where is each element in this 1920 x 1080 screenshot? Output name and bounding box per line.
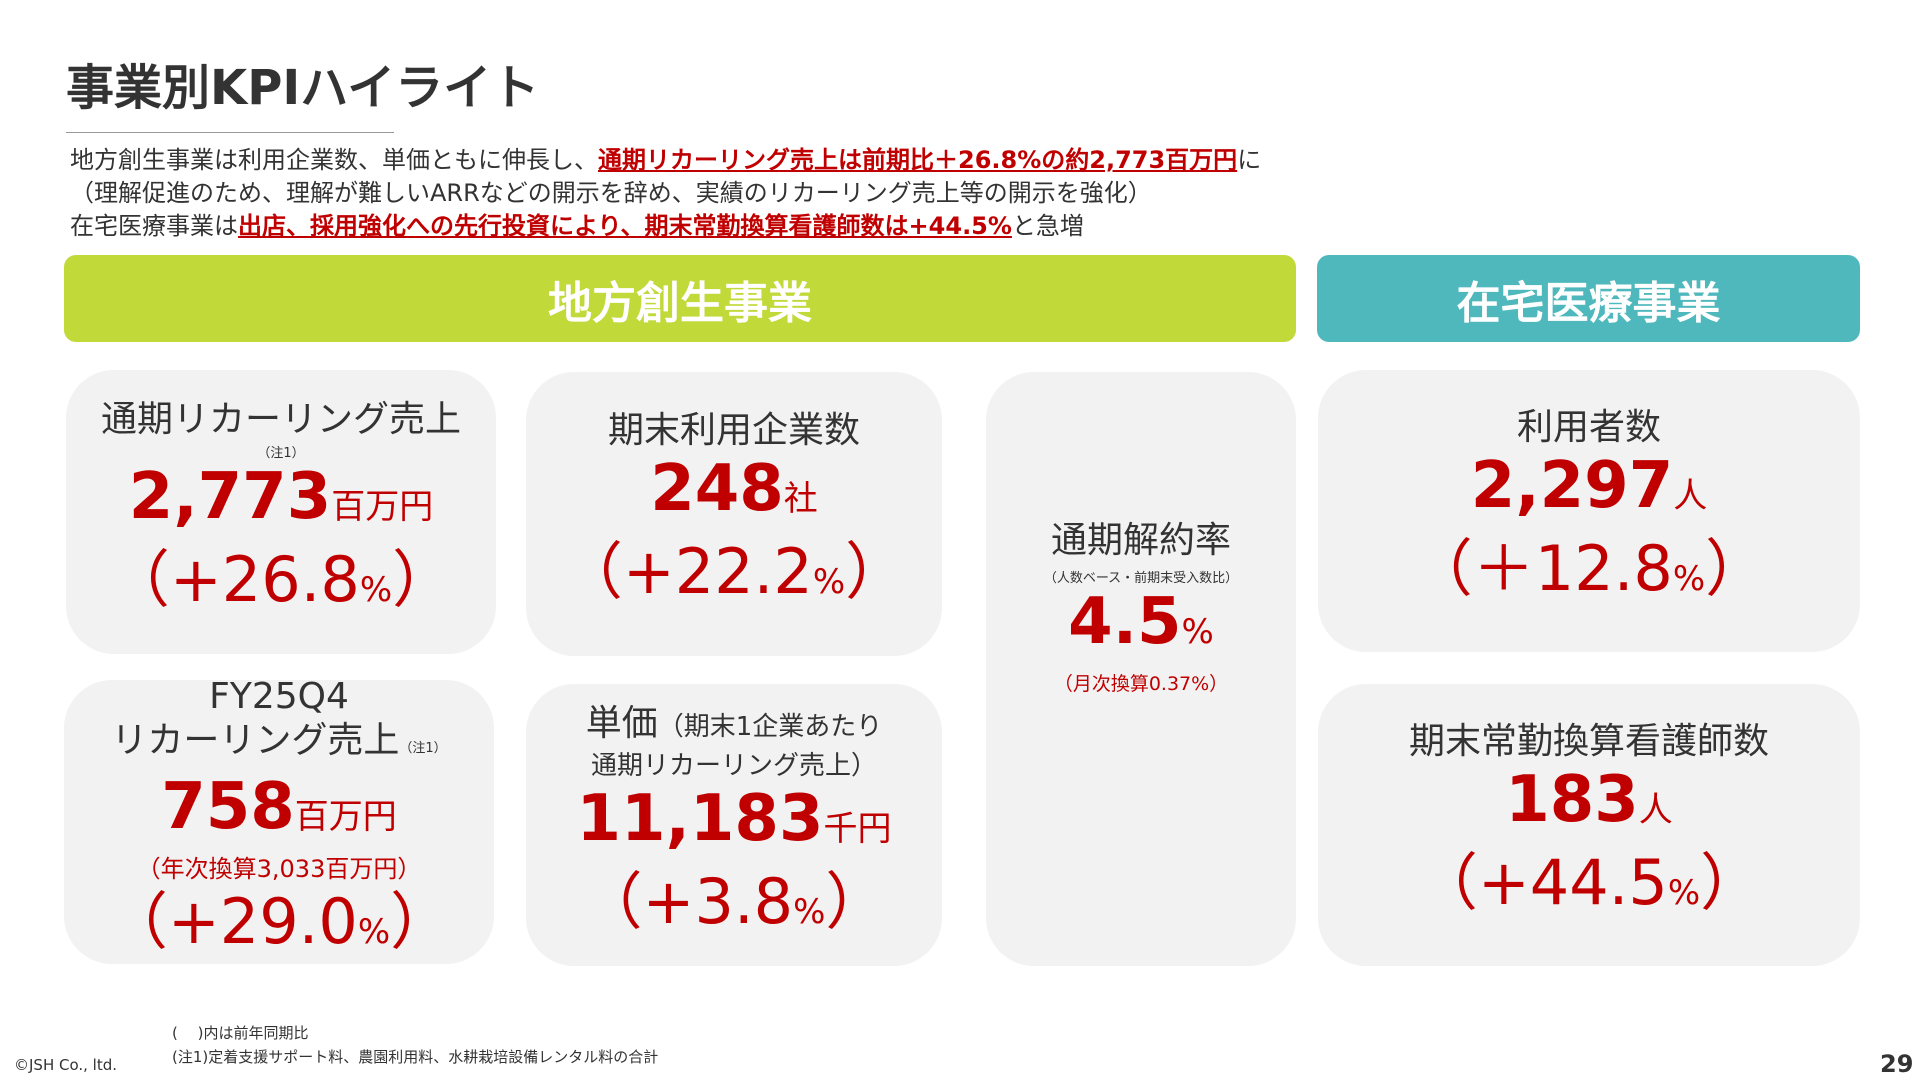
footnote-note1: (注1)定着支援サポート料、農園利用料、水耕栽培設備レンタル料の合計 [172,1048,659,1066]
kpi-card-churn: 通期解約率 （人数ベース・前期末受入数比） 4.5% （月次換算0.37%） [986,372,1296,966]
kpi-label: 通期リカーリング売上 [100,398,461,440]
kpi-change-close: ） [825,864,888,938]
kpi-change-value: （+22.2 [560,535,813,608]
kpi-unit: 人 [1673,476,1708,516]
kpi-value: 4.5% [1068,586,1214,668]
kpi-note: （人数ベース・前期末受入数比） [1043,570,1239,586]
kpi-change-value: （＋12.8 [1410,532,1673,605]
summary-line-3: 在宅医療事業は出店、採用強化への先行投資により、期末常勤換算看護師数は+44.5… [70,210,1261,243]
kpi-label: 通期解約率 [1050,519,1231,561]
kpi-change-close: ） [845,535,908,608]
kpi-value: 11,183千円 [577,783,892,865]
kpi-change-value: （+3.8 [580,864,794,938]
kpi-unit: % [1181,611,1214,652]
kpi-label-detail-2: 通期リカーリング売上） [590,750,877,781]
kpi-value: 2,773百万円 [129,461,433,543]
summary-line-1-highlight: 通期リカーリング売上は前期比＋26.8%の約2,773百万円 [598,146,1238,174]
summary-line-1-tail: に [1237,146,1262,174]
kpi-label: 単価（期末1企業あたり [586,702,883,749]
kpi-monthly: （月次換算0.37%） [1053,672,1229,695]
kpi-change-close: ） [1700,846,1763,919]
kpi-change-value: （+44.5 [1415,846,1668,919]
kpi-annualized: （年次換算3,033百万円） [136,855,422,883]
kpi-card-q4-recurring: FY25Q4 リカーリング売上（注1） 758百万円 （年次換算3,033百万円… [64,676,494,964]
kpi-change: （+44.5%） [1416,846,1762,930]
kpi-label-detail: （期末1企業あたり [657,711,883,742]
kpi-unit: 百万円 [331,486,434,527]
kpi-value-number: 758 [161,770,295,844]
copyright: ©JSH Co., ltd. [14,1056,118,1074]
kpi-value-number: 2,297 [1470,449,1674,523]
summary-line-1: 地方創生事業は利用企業数、単価ともに伸長し、通期リカーリング売上は前期比＋26.… [70,144,1261,177]
kpi-label: 期末常勤換算看護師数 [1408,721,1769,762]
kpi-unit: 千円 [823,808,892,849]
summary-line-3-tail: と急増 [1011,212,1084,240]
kpi-change: （+22.2%） [561,535,907,619]
kpi-card-unit-price: 単価（期末1企業あたり 通期リカーリング売上） 11,183千円 （+3.8%） [526,684,942,966]
kpi-change: （＋12.8%） [1411,532,1767,616]
kpi-label: 利用者数 [1516,407,1661,448]
footnote-yoy: ( )内は前年同期比 [172,1024,309,1042]
segment-header-regional: 地方創生事業 [64,255,1296,342]
kpi-label-text: 単価 [585,702,658,744]
kpi-value-number: 183 [1505,763,1639,837]
summary-line-3-highlight: 出店、採用強化への先行投資により、期末常勤換算看護師数は+44.5% [238,212,1012,240]
kpi-card-users: 利用者数 2,297人 （＋12.8%） [1318,370,1860,652]
summary-text: 地方創生事業は利用企業数、単価ともに伸長し、通期リカーリング売上は前期比＋26.… [70,144,1261,243]
kpi-change-value: （+26.8 [107,542,360,616]
page-title: 事業別KPIハイライト [66,60,540,116]
kpi-label: 期末利用企業数 [607,410,860,451]
kpi-change: （+26.8%） [108,543,454,627]
kpi-change-close: ） [390,885,453,958]
kpi-change-pct: % [812,562,846,602]
kpi-change-pct: % [793,891,826,932]
summary-line-1-text: 地方創生事業は利用企業数、単価ともに伸長し、 [70,146,598,174]
kpi-change-value: （+29.0 [105,885,358,958]
kpi-change-pct: % [359,569,393,610]
kpi-label: リカーリング売上（注1） [111,719,446,771]
kpi-unit: 人 [1638,790,1673,830]
kpi-change-close: ） [1705,532,1768,605]
summary-line-2: （理解促進のため、理解が難しいARRなどの開示を辞め、実績のリカーリング売上等の… [70,179,1152,207]
kpi-change: （+29.0%） [106,885,452,969]
segment-header-homecare: 在宅医療事業 [1317,255,1860,342]
kpi-value-number: 4.5 [1068,584,1182,659]
kpi-card-companies: 期末利用企業数 248社 （+22.2%） [526,372,942,656]
kpi-value: 758百万円 [161,771,397,853]
kpi-value: 248社 [650,453,818,535]
summary-line-3-text: 在宅医療事業は [70,212,238,240]
title-divider [66,132,394,133]
kpi-card-nurses: 期末常勤換算看護師数 183人 （+44.5%） [1318,684,1860,966]
kpi-note: （注1） [257,445,305,461]
kpi-change-close: ） [392,542,455,616]
kpi-value: 183人 [1505,764,1673,846]
kpi-note: （注1） [399,741,447,756]
kpi-label-period: FY25Q4 [209,676,349,717]
kpi-change-pct: % [357,912,391,952]
kpi-change: （+3.8%） [581,865,888,949]
kpi-card-recurring-annual: 通期リカーリング売上 （注1） 2,773百万円 （+26.8%） [66,370,496,654]
kpi-value-number: 248 [650,452,784,526]
kpi-unit: 社 [783,479,818,519]
kpi-change-pct: % [1667,873,1701,913]
kpi-change-pct: % [1672,559,1706,599]
kpi-value-number: 11,183 [576,781,824,856]
page-number: 29 [1880,1050,1914,1078]
kpi-unit: 百万円 [294,797,397,837]
kpi-value: 2,297人 [1471,450,1707,532]
kpi-label-text: リカーリング売上 [111,720,400,761]
kpi-value-number: 2,773 [128,459,332,534]
